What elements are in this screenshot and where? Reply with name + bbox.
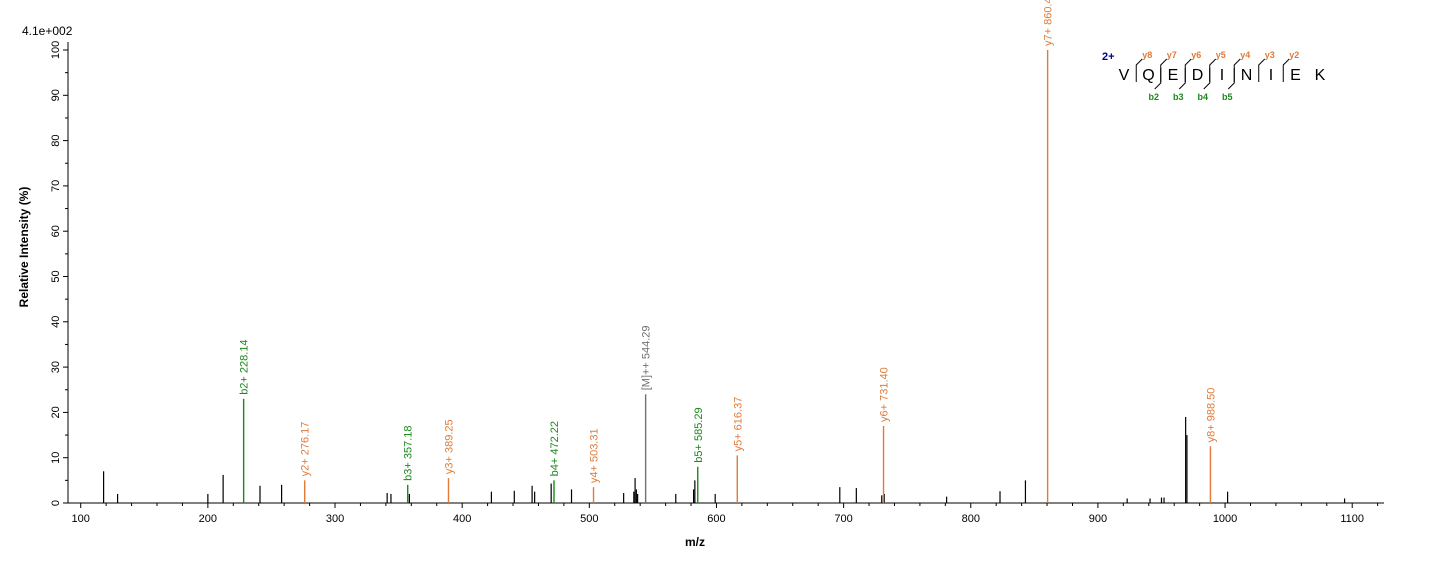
peak-label: y2+ 276.17 <box>300 422 312 477</box>
y-ion-label: y5 <box>1216 50 1226 60</box>
y-ion-cleavage-mark <box>1160 58 1168 82</box>
sequence-residue: Q <box>1142 67 1154 84</box>
y-tick-label: 60 <box>50 225 62 237</box>
sequence-residue: E <box>1168 67 1179 84</box>
axes-layer: 100 200 300 400 500 600 700 800 900 1000 1100 0 10 20… <box>50 41 1384 525</box>
peak-label: y5+ 616.37 <box>732 397 744 452</box>
y-tick-label: 10 <box>50 452 62 464</box>
peak-label: y7+ 860.45 <box>1043 0 1055 46</box>
y-tick-label: 70 <box>50 180 62 192</box>
x-tick-label: 1100 <box>1340 513 1364 525</box>
y-ion-cleavage-mark <box>1209 58 1217 82</box>
y-ion-cleavage-mark <box>1184 58 1192 82</box>
y-ion-label: y3 <box>1265 50 1275 60</box>
peak-label: b2+ 228.14 <box>239 339 251 394</box>
y-tick-label: 20 <box>50 406 62 418</box>
y-ion-cleavage-mark <box>1282 58 1290 82</box>
y-ion-cleavage-mark <box>1135 58 1143 82</box>
y-axis-title: Relative Intensity (%) <box>17 187 31 308</box>
x-tick-label: 800 <box>962 513 980 525</box>
b-ion-cleavage-mark <box>1154 68 1162 90</box>
y-tick-label: 40 <box>50 316 62 328</box>
x-tick-label: 200 <box>199 513 217 525</box>
x-tick-label: 700 <box>834 513 852 525</box>
sequence-residue: D <box>1192 67 1204 84</box>
b-ion-label: b4 <box>1197 92 1208 102</box>
x-axis-title: m/z <box>685 535 705 549</box>
peak-label: b4+ 472.22 <box>549 421 561 476</box>
y-ion-cleavage-mark <box>1233 58 1241 82</box>
y-ion-cleavage-mark <box>1258 58 1266 82</box>
y-ion-label: y2 <box>1289 50 1299 60</box>
peaks-layer <box>103 50 1346 503</box>
y-ion-label: y6 <box>1191 50 1201 60</box>
b-ion-label: b2 <box>1148 92 1159 102</box>
peak-label: [M]++ 544.29 <box>641 325 653 390</box>
x-tick-label: 600 <box>707 513 725 525</box>
peak-label: y3+ 389.25 <box>443 419 455 474</box>
peak-label: y4+ 503.31 <box>589 428 601 483</box>
b-ion-label: b3 <box>1173 92 1184 102</box>
peak-label: b3+ 357.18 <box>403 426 415 481</box>
b-ion-label: b5 <box>1222 92 1233 102</box>
peak-label: b5+ 585.29 <box>693 407 705 462</box>
y-ion-label: y4 <box>1240 50 1250 60</box>
x-tick-label: 300 <box>326 513 344 525</box>
y-tick-label: 80 <box>50 134 62 146</box>
intensity-scale-label: 4.1e+002 <box>22 24 73 38</box>
b-ion-cleavage-mark <box>1178 68 1186 90</box>
y-tick-label: 0 <box>50 500 62 506</box>
precursor-charge-label: 2+ <box>1102 51 1115 63</box>
y-ion-label: y7 <box>1167 50 1177 60</box>
peak-label: y8+ 988.50 <box>1205 388 1217 443</box>
y-tick-label: 30 <box>50 361 62 373</box>
sequence-residue: K <box>1315 67 1326 84</box>
x-tick-label: 400 <box>453 513 471 525</box>
peak-labels-layer: b2+ 228.14 y2+ 276.17 b3+ 357.18 y3+ 389.25… <box>239 0 1218 483</box>
b-ion-cleavage-mark <box>1203 68 1211 90</box>
peak-label: y6+ 731.40 <box>879 367 891 422</box>
y-tick-label: 50 <box>50 270 62 282</box>
sequence-residue: E <box>1290 67 1301 84</box>
y-tick-label: 90 <box>50 89 62 101</box>
x-tick-label: 500 <box>580 513 598 525</box>
sequence-residue: V <box>1119 67 1130 84</box>
b-ion-cleavage-mark <box>1227 68 1235 90</box>
sequence-residue: I <box>1269 67 1273 84</box>
x-tick-label: 1000 <box>1213 513 1237 525</box>
x-tick-label: 100 <box>72 513 90 525</box>
sequence-residue: N <box>1241 67 1253 84</box>
sequence-residue: I <box>1220 67 1224 84</box>
y-tick-label: 100 <box>50 41 62 59</box>
y-ion-label: y8 <box>1142 50 1152 60</box>
x-tick-label: 900 <box>1089 513 1107 525</box>
